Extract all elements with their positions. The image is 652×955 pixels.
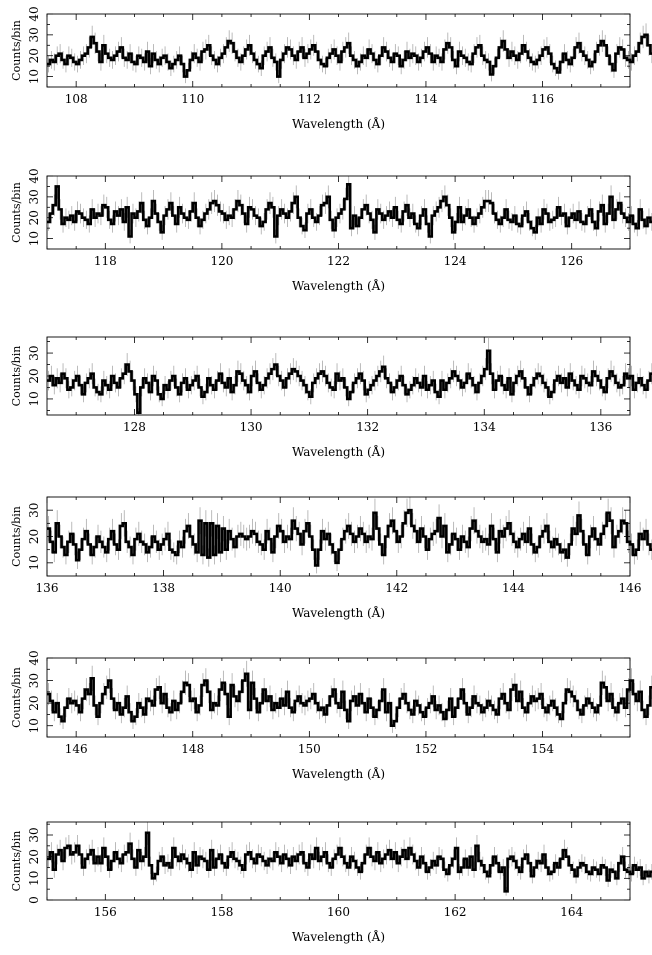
error-bars xyxy=(48,822,652,896)
spectrum-panel-3: 128 130 132 134 136 10 20 30 Counts/bin Wavelengt… xyxy=(10,336,652,459)
x-axis-label: Wavelength (Å) xyxy=(292,929,385,944)
counts-histogram xyxy=(47,349,652,415)
y-tick-label: 20 xyxy=(27,529,41,544)
y-tick-label: 10 xyxy=(27,555,41,570)
y-tick-label: 0 xyxy=(27,896,41,904)
x-tick-label: 154 xyxy=(531,742,554,756)
x-tick-label: 132 xyxy=(356,420,379,434)
spectrum-panel-6: 156 158 160 162 164 0 10 20 30 Counts/bin Waveleng… xyxy=(10,821,652,944)
x-tick-label: 114 xyxy=(414,92,437,106)
spectrum-panel-5: 146 148 150 152 154 10 20 30 40 Counts/bin Wavelen… xyxy=(10,650,652,781)
x-tick-label: 162 xyxy=(444,905,467,919)
y-tick-label: 30 xyxy=(27,503,41,518)
y-axis-label: Counts/bin xyxy=(10,506,23,567)
x-tick-label: 116 xyxy=(531,92,554,106)
x-tick-label: 118 xyxy=(94,254,117,268)
y-tick-label: 30 xyxy=(27,345,41,360)
y-tick-label: 20 xyxy=(27,368,41,383)
x-tick-label: 142 xyxy=(385,581,408,595)
y-tick-label: 30 xyxy=(27,27,41,42)
x-tick-label: 120 xyxy=(210,254,233,268)
x-tick-label: 160 xyxy=(327,905,350,919)
y-tick-label: 10 xyxy=(27,69,41,84)
x-tick-label: 146 xyxy=(619,581,642,595)
x-tick-label: 164 xyxy=(560,905,583,919)
x-tick-label: 128 xyxy=(123,420,146,434)
y-axis-label: Counts/bin xyxy=(10,20,23,81)
x-tick-label: 110 xyxy=(181,92,204,106)
x-tick-label: 136 xyxy=(36,581,59,595)
spectrum-panel-4: 136 138 140 142 144 146 10 20 30 Counts/bin Wavele… xyxy=(10,496,652,620)
counts-histogram xyxy=(47,831,652,893)
spectrum-panel-2: 118 120 122 124 126 10 20 30 40 Counts/bin Wavelen… xyxy=(10,168,652,293)
x-tick-label: 136 xyxy=(589,420,612,434)
y-axis-label: Counts/bin xyxy=(10,667,23,728)
x-tick-label: 122 xyxy=(327,254,350,268)
x-axis-label: Wavelength (Å) xyxy=(292,766,385,781)
y-tick-label: 20 xyxy=(27,849,41,864)
x-tick-label: 156 xyxy=(94,905,117,919)
x-tick-label: 126 xyxy=(560,254,583,268)
y-tick-label: 40 xyxy=(27,650,41,665)
y-axis-label: Counts/bin xyxy=(10,831,23,892)
x-axis-label: Wavelength (Å) xyxy=(292,605,385,620)
x-tick-label: 124 xyxy=(444,254,467,268)
x-tick-label: 150 xyxy=(298,742,321,756)
x-tick-label: 138 xyxy=(152,581,175,595)
y-tick-label: 40 xyxy=(27,168,41,183)
x-axis-label: Wavelength (Å) xyxy=(292,444,385,459)
counts-histogram xyxy=(47,183,652,238)
x-axis-label: Wavelength (Å) xyxy=(292,116,385,131)
y-tick-label: 40 xyxy=(27,6,41,21)
y-tick-label: 20 xyxy=(27,695,41,710)
y-tick-label: 20 xyxy=(27,48,41,63)
counts-histogram xyxy=(47,672,652,728)
x-tick-label: 108 xyxy=(65,92,88,106)
x-tick-label: 112 xyxy=(298,92,321,106)
x-axis-label: Wavelength (Å) xyxy=(292,278,385,293)
x-tick-label: 152 xyxy=(414,742,437,756)
y-tick-label: 10 xyxy=(27,718,41,733)
spectrum-panel-1: 108 110 112 114 116 10 20 30 40 Counts/bin Wavelen… xyxy=(10,6,652,131)
x-tick-label: 134 xyxy=(473,420,496,434)
x-tick-label: 146 xyxy=(65,742,88,756)
x-tick-label: 158 xyxy=(210,905,233,919)
x-tick-label: 148 xyxy=(181,742,204,756)
counts-histogram xyxy=(47,508,652,567)
x-tick-label: 130 xyxy=(240,420,263,434)
y-tick-label: 10 xyxy=(27,871,41,886)
y-axis-label: Counts/bin xyxy=(10,346,23,407)
x-tick-label: 144 xyxy=(502,581,525,595)
y-axis-label: Counts/bin xyxy=(10,182,23,243)
counts-histogram xyxy=(47,33,652,78)
x-tick-label: 140 xyxy=(269,581,292,595)
y-tick-label: 30 xyxy=(27,673,41,688)
y-tick-label: 30 xyxy=(27,189,41,204)
y-tick-label: 10 xyxy=(27,231,41,246)
y-tick-label: 20 xyxy=(27,210,41,225)
y-tick-label: 10 xyxy=(27,391,41,406)
y-tick-label: 30 xyxy=(27,827,41,842)
